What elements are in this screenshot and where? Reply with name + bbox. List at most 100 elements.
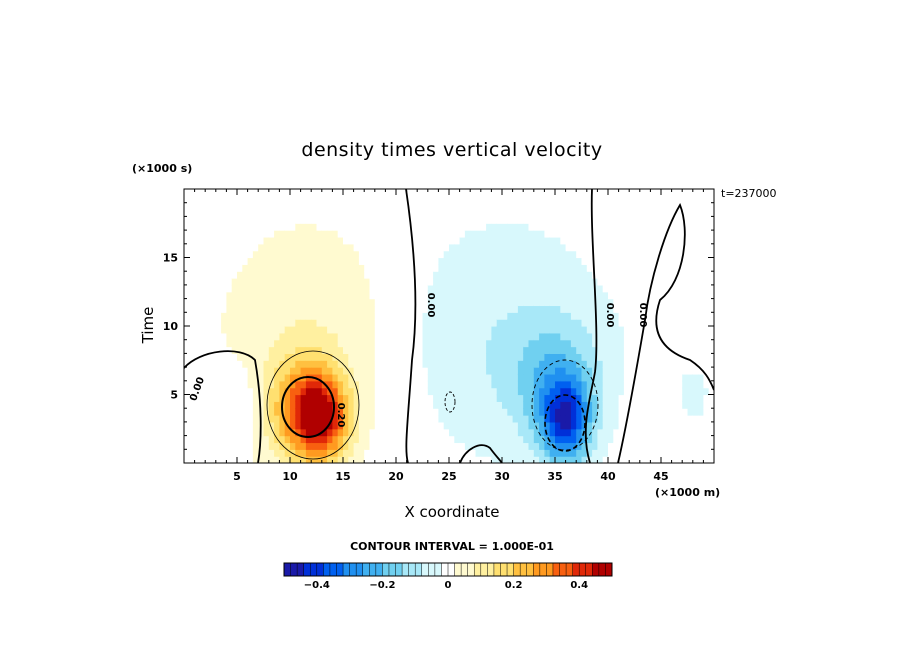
heatmap-cell bbox=[544, 346, 551, 354]
heatmap-cell bbox=[279, 456, 286, 463]
heatmap-cell bbox=[623, 360, 630, 368]
heatmap-cell bbox=[570, 373, 577, 382]
heatmap-cell bbox=[507, 449, 514, 457]
heatmap-cell bbox=[300, 435, 307, 444]
heatmap-cell bbox=[343, 271, 349, 279]
heatmap-cell bbox=[284, 209, 291, 217]
heatmap-cell bbox=[343, 250, 349, 259]
heatmap-cell bbox=[576, 223, 583, 231]
heatmap-cell bbox=[533, 456, 540, 463]
heatmap-cell bbox=[332, 408, 339, 416]
heatmap-cell bbox=[618, 305, 625, 313]
heatmap-cell bbox=[284, 243, 291, 252]
heatmap-cell bbox=[427, 380, 434, 389]
colorbar-segment bbox=[402, 563, 409, 576]
heatmap-cell bbox=[284, 449, 291, 457]
heatmap-cell bbox=[570, 209, 577, 217]
heatmap-cell bbox=[507, 353, 514, 361]
heatmap-cell bbox=[539, 250, 545, 259]
heatmap-cell bbox=[321, 284, 328, 293]
heatmap-cell bbox=[486, 291, 492, 300]
heatmap-cell bbox=[438, 394, 445, 402]
heatmap-cell bbox=[618, 332, 625, 341]
heatmap-cell bbox=[332, 216, 339, 224]
heatmap-cell bbox=[268, 223, 275, 231]
heatmap-cell bbox=[364, 387, 371, 396]
heatmap-cell bbox=[258, 284, 265, 293]
heatmap-cell bbox=[422, 428, 429, 437]
heatmap-cell bbox=[623, 319, 630, 327]
heatmap-cell bbox=[316, 319, 323, 327]
heatmap-cell bbox=[374, 257, 381, 265]
heatmap-cell bbox=[194, 332, 201, 341]
heatmap-cell bbox=[528, 415, 535, 423]
heatmap-cell bbox=[247, 264, 254, 272]
heatmap-cell bbox=[502, 346, 508, 354]
heatmap-cell bbox=[332, 421, 339, 430]
heatmap-cell bbox=[316, 326, 323, 334]
heatmap-cell bbox=[374, 408, 381, 416]
heatmap-cell bbox=[549, 298, 556, 307]
heatmap-cell bbox=[311, 189, 318, 197]
heatmap-cell bbox=[523, 332, 530, 341]
heatmap-cell bbox=[586, 236, 593, 245]
heatmap-cell bbox=[215, 298, 222, 307]
heatmap-cell bbox=[268, 209, 275, 217]
heatmap-cell bbox=[221, 319, 227, 327]
heatmap-cell bbox=[358, 442, 365, 450]
heatmap-cell bbox=[337, 346, 344, 354]
heatmap-cell bbox=[523, 353, 530, 361]
heatmap-cell bbox=[237, 319, 243, 327]
heatmap-cell bbox=[247, 209, 254, 217]
heatmap-cell bbox=[708, 401, 714, 409]
heatmap-cell bbox=[517, 339, 524, 348]
heatmap-cell bbox=[332, 442, 339, 450]
heatmap-cell bbox=[486, 435, 492, 444]
heatmap-cell bbox=[242, 319, 249, 327]
heatmap-cell bbox=[618, 264, 625, 272]
heatmap-cell bbox=[470, 353, 477, 361]
heatmap-cell bbox=[263, 428, 270, 437]
heatmap-cell bbox=[523, 421, 530, 430]
heatmap-cell bbox=[305, 394, 312, 402]
heatmap-cell bbox=[464, 264, 471, 272]
heatmap-cell bbox=[597, 435, 604, 444]
heatmap-cell bbox=[502, 421, 508, 430]
heatmap-cell bbox=[597, 312, 604, 320]
heatmap-cell bbox=[581, 216, 588, 224]
heatmap-cell bbox=[274, 360, 280, 368]
heatmap-cell bbox=[284, 380, 291, 389]
heatmap-cell bbox=[581, 264, 588, 272]
heatmap-cell bbox=[480, 415, 487, 423]
heatmap-cell bbox=[438, 298, 445, 307]
heatmap-cell bbox=[544, 216, 551, 224]
heatmap-cell bbox=[358, 339, 365, 348]
heatmap-cell bbox=[210, 319, 217, 327]
heatmap-cell bbox=[502, 223, 508, 231]
heatmap-cell bbox=[486, 401, 492, 409]
zero-contour-line bbox=[617, 202, 714, 463]
heatmap-cell bbox=[475, 456, 482, 463]
heatmap-cell bbox=[539, 456, 545, 463]
heatmap-cell bbox=[523, 401, 530, 409]
heatmap-cell bbox=[507, 387, 514, 396]
heatmap-cell bbox=[274, 257, 280, 265]
heatmap-cell bbox=[576, 373, 583, 382]
heatmap-cell bbox=[480, 353, 487, 361]
heatmap-cell bbox=[295, 326, 302, 334]
heatmap-cell bbox=[353, 401, 360, 409]
heatmap-cell bbox=[555, 250, 561, 259]
heatmap-cell bbox=[592, 435, 598, 444]
heatmap-cell bbox=[364, 278, 371, 286]
heatmap-cell bbox=[555, 223, 561, 231]
heatmap-cell bbox=[581, 230, 588, 238]
heatmap-cell bbox=[380, 284, 386, 293]
heatmap-cell bbox=[454, 415, 461, 423]
heatmap-cell bbox=[576, 380, 583, 389]
heatmap-cell bbox=[295, 271, 302, 279]
heatmap-cell bbox=[210, 346, 217, 354]
heatmap-cell bbox=[417, 367, 424, 375]
heatmap-cell bbox=[459, 449, 466, 457]
heatmap-cell bbox=[242, 456, 249, 463]
heatmap-cell bbox=[623, 332, 630, 341]
